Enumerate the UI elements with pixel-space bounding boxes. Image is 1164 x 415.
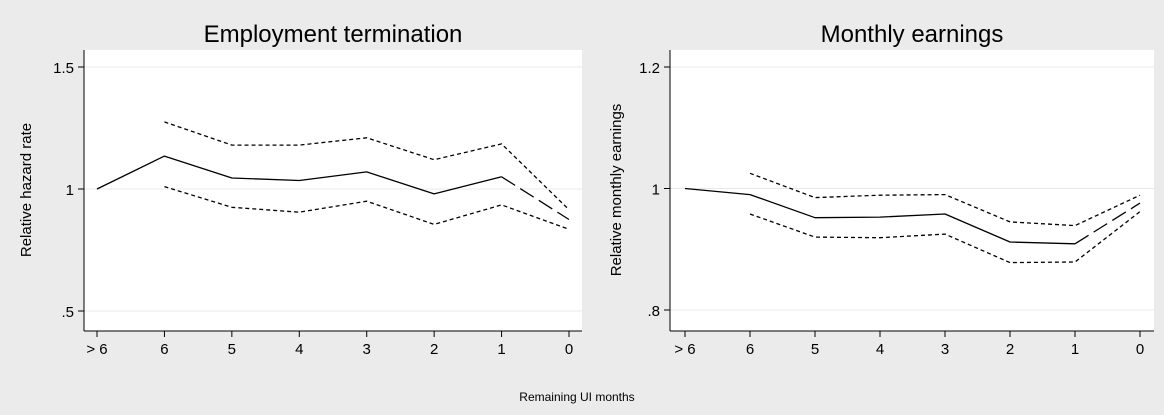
x-tick-label: 3 [941, 341, 949, 358]
series-line-short-dash [164, 121, 570, 211]
shared-x-axis-label: Remaining UI months [519, 390, 634, 404]
panel-employment-termination: .5 1 1.5 > 6 6 5 4 3 2 1 0 [53, 50, 582, 358]
series-line-short-dash [164, 185, 570, 230]
x-tick-label: 5 [811, 341, 819, 358]
plot-area-left [84, 50, 582, 331]
x-tick-label: 1 [1071, 341, 1079, 358]
y-tick-label: .8 [647, 303, 660, 320]
x-tick-label: 0 [1136, 341, 1144, 358]
x-tick-label: 1 [497, 341, 505, 358]
series-line-short-dash [749, 172, 1141, 227]
series-line-long-dash [1074, 202, 1141, 245]
y-tick-label: 1 [66, 182, 74, 199]
chart-title-employment: Employment termination [204, 21, 463, 48]
x-tick-label: 3 [363, 341, 371, 358]
series-line-solid [684, 187, 1076, 245]
x-tick-label: 4 [295, 341, 303, 358]
series-line-solid [96, 155, 502, 195]
y-tick-label: .5 [61, 304, 74, 321]
y-tick-label: 1 [652, 182, 660, 199]
x-tick-label: 2 [1006, 341, 1014, 358]
series-line-short-dash [749, 211, 1141, 264]
x-tick-label: 6 [160, 341, 168, 358]
y-tick-label: 1.5 [53, 60, 74, 77]
plot-area-right [670, 50, 1154, 331]
x-tick-label: 4 [876, 341, 884, 358]
y-axis-label-earnings: Relative monthly earnings [608, 104, 625, 277]
x-tick-label: > 6 [86, 341, 107, 358]
series-line-long-dash [501, 176, 570, 221]
x-tick-label: 5 [228, 341, 236, 358]
x-tick-label: 6 [746, 341, 754, 358]
y-tick-label: 1.2 [639, 60, 660, 77]
x-tick-label: > 6 [674, 341, 695, 358]
y-axis-label-hazard: Relative hazard rate [18, 123, 35, 257]
x-tick-label: 2 [430, 341, 438, 358]
panel-monthly-earnings: .8 1 1.2 > 6 6 5 4 3 2 1 0 [639, 50, 1154, 358]
chart-title-earnings: Monthly earnings [821, 21, 1004, 48]
x-tick-label: 0 [565, 341, 573, 358]
